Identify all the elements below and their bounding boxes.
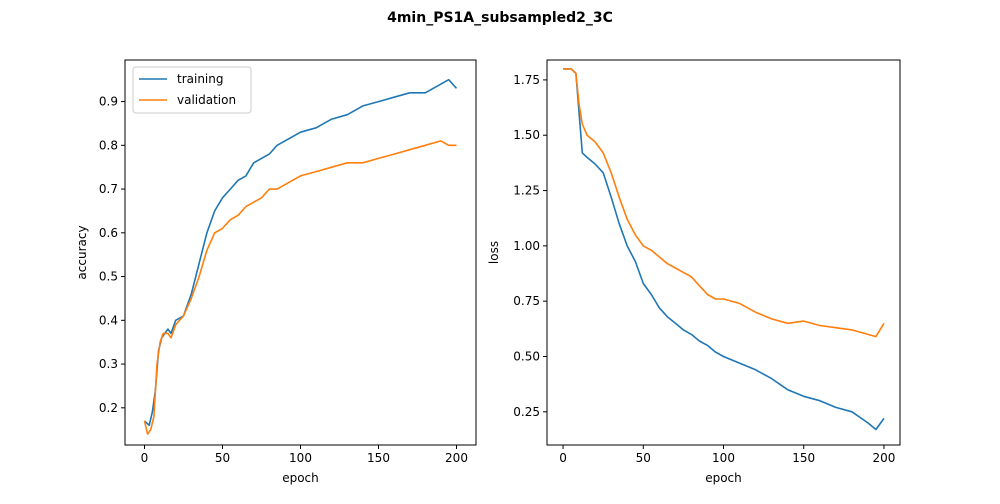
loss-y-tick-label: 0.50 xyxy=(513,349,540,363)
loss-validation-line xyxy=(563,68,885,338)
accuracy-chart: 0 50 100 150 200 0.2 0.3 0.4 0.5 0.6 0.7 0.8 0.9 epoc… xyxy=(75,59,477,485)
accuracy-x-tick-label: 200 xyxy=(445,451,468,465)
accuracy-validation-line xyxy=(143,140,457,435)
accuracy-x-tick-label: 0 xyxy=(141,451,149,465)
loss-x-tick-label: 100 xyxy=(712,451,735,465)
loss-y-tick-label: 1.00 xyxy=(513,239,540,253)
figure-title: 4min_PS1A_subsampled2_3C xyxy=(387,10,613,26)
loss-y-tick-label: 1.25 xyxy=(513,184,540,198)
accuracy-y-tick-label: 0.6 xyxy=(99,226,118,240)
legend-validation-label: validation xyxy=(177,93,236,107)
loss-y-tick-label: 0.25 xyxy=(513,405,540,419)
loss-y-tick-label: 1.75 xyxy=(513,73,540,87)
accuracy-x-tick-label: 150 xyxy=(367,451,390,465)
loss-training-line xyxy=(563,68,885,431)
loss-x-tick-label: 200 xyxy=(873,451,896,465)
accuracy-y-tick-label: 0.4 xyxy=(99,313,118,327)
accuracy-x-tick-label: 100 xyxy=(289,451,312,465)
loss-x-tick-label: 150 xyxy=(792,451,815,465)
accuracy-y-axis-label: accuracy xyxy=(75,225,89,279)
loss-x-tick-label: 50 xyxy=(636,451,651,465)
legend-training-label: training xyxy=(177,72,224,86)
loss-x-axis-label: epoch xyxy=(705,471,742,485)
accuracy-y-tick-label: 0.9 xyxy=(99,95,118,109)
accuracy-y-tick-label: 0.8 xyxy=(99,138,118,152)
accuracy-x-axis-label: epoch xyxy=(282,471,319,485)
accuracy-y-tick-label: 0.3 xyxy=(99,357,118,371)
accuracy-x-tick-label: 50 xyxy=(215,451,230,465)
accuracy-y-tick-label: 0.5 xyxy=(99,270,118,284)
loss-y-tick-label: 0.75 xyxy=(513,294,540,308)
loss-y-tick-label: 1.50 xyxy=(513,128,540,142)
accuracy-y-tick-label: 0.7 xyxy=(99,182,118,196)
loss-x-tick-label: 0 xyxy=(559,451,567,465)
accuracy-y-tick-label: 0.2 xyxy=(99,401,118,415)
loss-y-axis-label: loss xyxy=(487,241,501,264)
loss-chart: 0 50 100 150 200 0.25 0.50 0.75 1.00 1.25 1.50 1.75… xyxy=(487,59,901,485)
